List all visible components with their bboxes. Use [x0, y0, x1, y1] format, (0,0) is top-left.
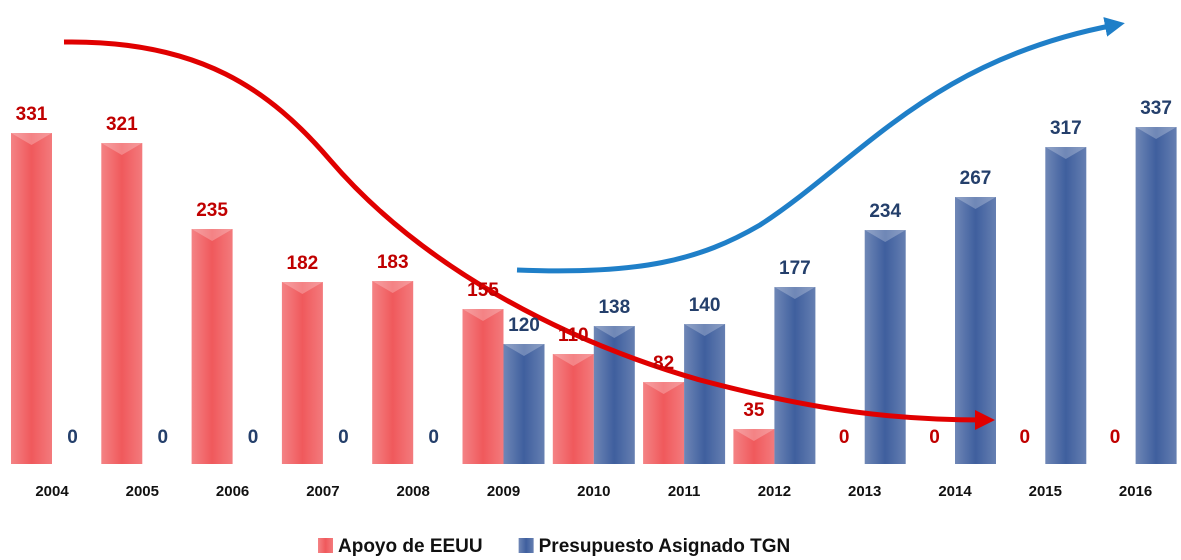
bar-bevel: [1045, 147, 1087, 159]
bar: [11, 133, 52, 464]
value-label: 321: [106, 114, 138, 135]
bar-bevel: [101, 143, 143, 155]
value-label: 35: [743, 400, 765, 421]
x-tick-label: 2010: [577, 483, 610, 500]
x-tick-label: 2011: [668, 483, 701, 500]
bar-bevel: [1135, 127, 1177, 139]
value-label: 183: [377, 252, 409, 273]
bar: [281, 282, 323, 464]
value-label: 177: [779, 258, 811, 279]
bar: [733, 429, 775, 464]
value-label: 0: [67, 427, 78, 448]
x-tick-label: 2013: [848, 483, 881, 500]
bar-bevel: [372, 281, 414, 293]
value-label: 0: [338, 427, 349, 448]
bar: [101, 143, 143, 464]
x-tick-label: 2008: [397, 483, 430, 500]
bar-bevel: [462, 309, 504, 321]
value-label: 120: [508, 315, 540, 336]
bar: [552, 354, 594, 464]
x-tick-label: 2005: [126, 483, 159, 500]
bar-bevel: [955, 197, 996, 209]
bar-bevel: [864, 230, 906, 242]
legend-label: Presupuesto Asignado TGN: [539, 536, 791, 557]
value-label: 0: [929, 427, 940, 448]
bar-bevel: [281, 282, 323, 294]
trend-arrow-down: [63, 39, 995, 430]
bar-bevel: [733, 429, 775, 441]
bar-bevel: [593, 326, 635, 338]
x-tick-label: 2016: [1119, 483, 1152, 500]
value-label: 155: [467, 280, 499, 301]
bar-bevel: [552, 354, 594, 366]
x-tick-label: 2015: [1029, 483, 1062, 500]
value-label: 0: [839, 427, 850, 448]
bar: [372, 281, 414, 464]
bar: [955, 197, 996, 464]
legend-swatch: [318, 538, 333, 553]
legend-swatch: [518, 538, 534, 553]
bar: [774, 287, 816, 464]
x-tick-label: 2004: [35, 483, 69, 500]
value-label: 82: [653, 353, 674, 374]
value-label: 317: [1050, 118, 1082, 139]
x-tick-label: 2014: [938, 483, 972, 500]
value-label: 182: [287, 253, 319, 274]
value-label: 235: [196, 200, 228, 221]
x-tick-label: 2007: [306, 483, 339, 500]
value-label: 331: [16, 104, 48, 125]
value-label: 267: [960, 168, 992, 189]
value-label: 0: [248, 427, 259, 448]
bar-bevel: [191, 229, 233, 241]
bar: [1045, 147, 1087, 464]
value-label: 138: [598, 297, 630, 318]
bar: [643, 382, 685, 464]
trend-arrow-up: [516, 17, 1125, 274]
value-label: 0: [158, 427, 169, 448]
bar: [684, 324, 726, 464]
bar-bevel: [684, 324, 726, 336]
value-label: 0: [1020, 427, 1031, 448]
bar-bevel: [503, 344, 545, 356]
plot: [11, 127, 1177, 464]
bar: [1135, 127, 1177, 464]
value-label: 110: [558, 325, 589, 346]
bar-bevel: [774, 287, 816, 299]
bar-bevel: [643, 382, 685, 394]
legend-label: Apoyo de EEUU: [338, 536, 483, 557]
bar-bevel: [11, 133, 52, 145]
value-label: 337: [1140, 98, 1172, 119]
value-label: 0: [428, 427, 439, 448]
x-tick-label: 2006: [216, 483, 249, 500]
bar: [503, 344, 545, 464]
bar: [462, 309, 504, 464]
value-label: 234: [869, 201, 901, 222]
value-label: 0: [1110, 427, 1121, 448]
x-tick-label: 2012: [758, 483, 791, 500]
x-tick-label: 2009: [487, 483, 520, 500]
bar: [191, 229, 233, 464]
value-label: 140: [689, 295, 721, 316]
bar: [864, 230, 906, 464]
